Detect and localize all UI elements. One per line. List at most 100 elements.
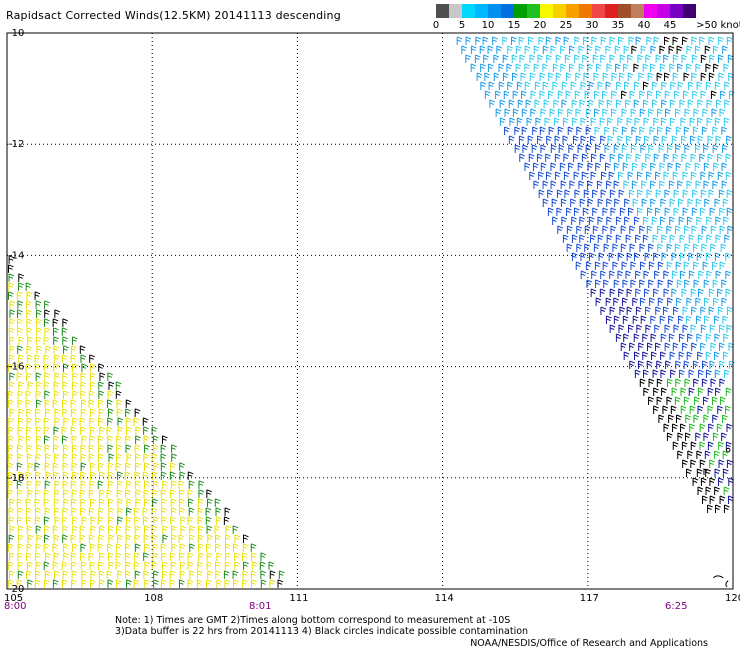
- wind-barb: [636, 324, 642, 333]
- wind-barb: [701, 378, 708, 387]
- wind-barb: [708, 288, 715, 297]
- wind-barb: [461, 45, 467, 54]
- wind-barb: [585, 144, 592, 153]
- wind-barb: [61, 561, 68, 570]
- wind-barb: [8, 381, 15, 390]
- wind-barb: [677, 81, 684, 90]
- wind-barb: [699, 441, 706, 450]
- wind-barb: [580, 135, 587, 144]
- wind-barb: [97, 561, 104, 570]
- wind-barb: [725, 171, 732, 180]
- wind-barb: [687, 198, 694, 207]
- wind-barb: [26, 480, 33, 489]
- wind-barb: [538, 171, 544, 180]
- note-line-1: Note: 1) Times are GMT 2)Times along bot…: [115, 615, 511, 626]
- scale-swatch: [514, 4, 527, 18]
- wind-barb: [89, 480, 96, 489]
- wind-barb: [234, 561, 241, 570]
- wind-barb: [697, 387, 704, 396]
- wind-barb: [152, 543, 159, 552]
- wind-barb: [206, 552, 213, 561]
- wind-barb: [623, 180, 630, 189]
- wind-barb: [651, 351, 657, 360]
- wind-barb: [198, 543, 204, 552]
- wind-barb: [693, 360, 699, 369]
- wind-barb: [88, 552, 95, 561]
- wind-barb: [34, 579, 41, 588]
- wind-barb: [489, 99, 496, 108]
- wind-barb: [169, 579, 176, 588]
- wind-barb: [598, 252, 605, 261]
- wind-barb: [456, 36, 463, 45]
- wind-barb: [71, 435, 78, 444]
- wind-barb: [616, 81, 622, 90]
- wind-barb: [571, 117, 578, 126]
- wind-barb: [545, 171, 552, 180]
- wind-barb: [661, 387, 667, 396]
- wind-barb: [682, 306, 689, 315]
- wind-barb: [705, 63, 712, 72]
- wind-barb: [35, 435, 42, 444]
- wind-barb: [546, 135, 552, 144]
- wind-barb: [62, 435, 68, 444]
- wind-barb: [655, 306, 661, 315]
- scale-swatch: [657, 4, 670, 18]
- wind-barb: [134, 444, 141, 453]
- wind-barb: [711, 261, 718, 270]
- wind-barb: [549, 108, 556, 117]
- wind-barb: [662, 306, 669, 315]
- wind-barb: [16, 516, 23, 525]
- wind-barb: [689, 423, 695, 432]
- wind-barb: [686, 351, 693, 360]
- wind-barb: [170, 480, 177, 489]
- wind-barb: [7, 471, 14, 480]
- scale-swatch: [462, 4, 475, 18]
- wind-barb: [125, 525, 132, 534]
- wind-barb: [587, 198, 594, 207]
- wind-barb: [178, 534, 185, 543]
- wind-barb: [53, 381, 60, 390]
- wind-barb: [701, 126, 708, 135]
- wind-barb: [714, 333, 721, 342]
- wind-barb: [680, 405, 687, 414]
- wind-barb: [89, 543, 96, 552]
- wind-barb: [659, 315, 666, 324]
- wind-barb: [106, 426, 113, 435]
- wind-barb: [18, 282, 24, 291]
- wind-barb: [664, 72, 670, 81]
- wind-barb: [18, 381, 25, 390]
- scale-label: >50 knots: [696, 20, 740, 31]
- wind-barb: [152, 552, 159, 561]
- wind-barb: [125, 435, 132, 444]
- wind-barb: [124, 471, 131, 480]
- wind-barb: [474, 54, 481, 63]
- wind-barb: [669, 117, 676, 126]
- wind-barb: [669, 99, 676, 108]
- wind-barb: [35, 336, 42, 345]
- wind-barb: [16, 372, 23, 381]
- wind-barb: [601, 171, 607, 180]
- wind-barb: [206, 525, 213, 534]
- wind-barb: [232, 570, 239, 579]
- wind-barb: [584, 243, 590, 252]
- wind-barb: [627, 171, 634, 180]
- wind-barb: [54, 516, 61, 525]
- wind-barb: [143, 552, 149, 561]
- wind-barb: [625, 99, 631, 108]
- wind-barb: [678, 333, 685, 342]
- wind-barb: [179, 543, 186, 552]
- wind-barb: [70, 534, 77, 543]
- wind-barb: [135, 489, 141, 498]
- wind-barb: [621, 126, 628, 135]
- wind-barb: [171, 507, 177, 516]
- wind-barb: [709, 54, 715, 63]
- wind-barb: [627, 54, 633, 63]
- wind-barb: [81, 363, 88, 372]
- wind-barb: [35, 399, 42, 408]
- wind-barb: [605, 297, 612, 306]
- wind-barb: [587, 63, 593, 72]
- wind-barb: [63, 417, 70, 426]
- wind-barb: [664, 189, 671, 198]
- wind-barb: [151, 426, 158, 435]
- scale-swatch: [501, 4, 514, 18]
